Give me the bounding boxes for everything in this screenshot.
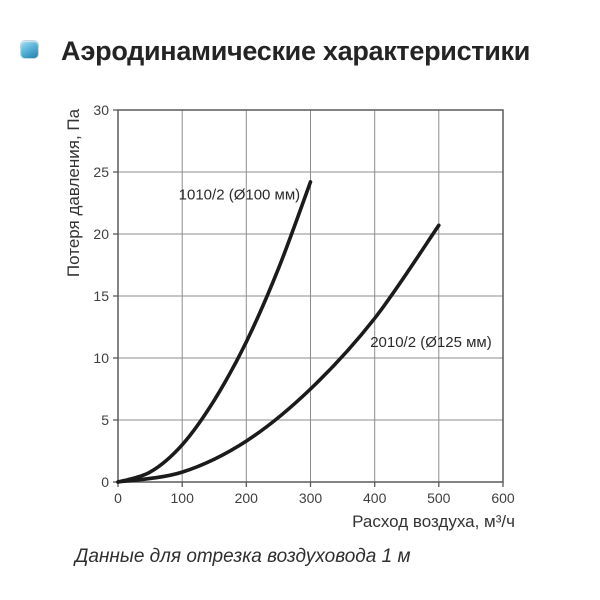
- x-tick-label: 100: [171, 490, 195, 506]
- x-tick-label: 0: [114, 490, 122, 506]
- page-title: Аэродинамические характеристики: [61, 36, 531, 66]
- section-bullet-icon: [21, 41, 38, 58]
- x-tick-label: 600: [491, 490, 515, 506]
- x-axis-title: Расход воздуха, м³/ч: [352, 512, 515, 531]
- y-tick-label: 15: [93, 288, 109, 304]
- series-label-2010-2: 2010/2 (Ø125 мм): [370, 334, 492, 351]
- x-tick-label: 400: [363, 490, 387, 506]
- y-axis-title: Потеря давления, Па: [64, 108, 83, 277]
- chart-footnote: Данные для отрезка воздуховода 1 м: [75, 546, 411, 567]
- curve-1010-2: [116, 180, 313, 484]
- y-tick-label: 20: [93, 226, 109, 242]
- y-tick-label: 30: [93, 102, 109, 118]
- series-label-1010-2: 1010/2 (Ø100 мм): [179, 186, 301, 203]
- y-tick-label: 5: [101, 412, 109, 428]
- y-tick-label: 25: [93, 164, 109, 180]
- y-tick-label: 0: [101, 474, 109, 490]
- y-tick-label: 10: [93, 350, 109, 366]
- curve-2010-2: [116, 223, 441, 484]
- x-tick-label: 200: [235, 490, 259, 506]
- x-tick-label: 500: [427, 490, 451, 506]
- x-tick-label: 300: [299, 490, 323, 506]
- section-header: Аэродинамические характеристики: [0, 0, 600, 80]
- plot-border: [117, 109, 504, 483]
